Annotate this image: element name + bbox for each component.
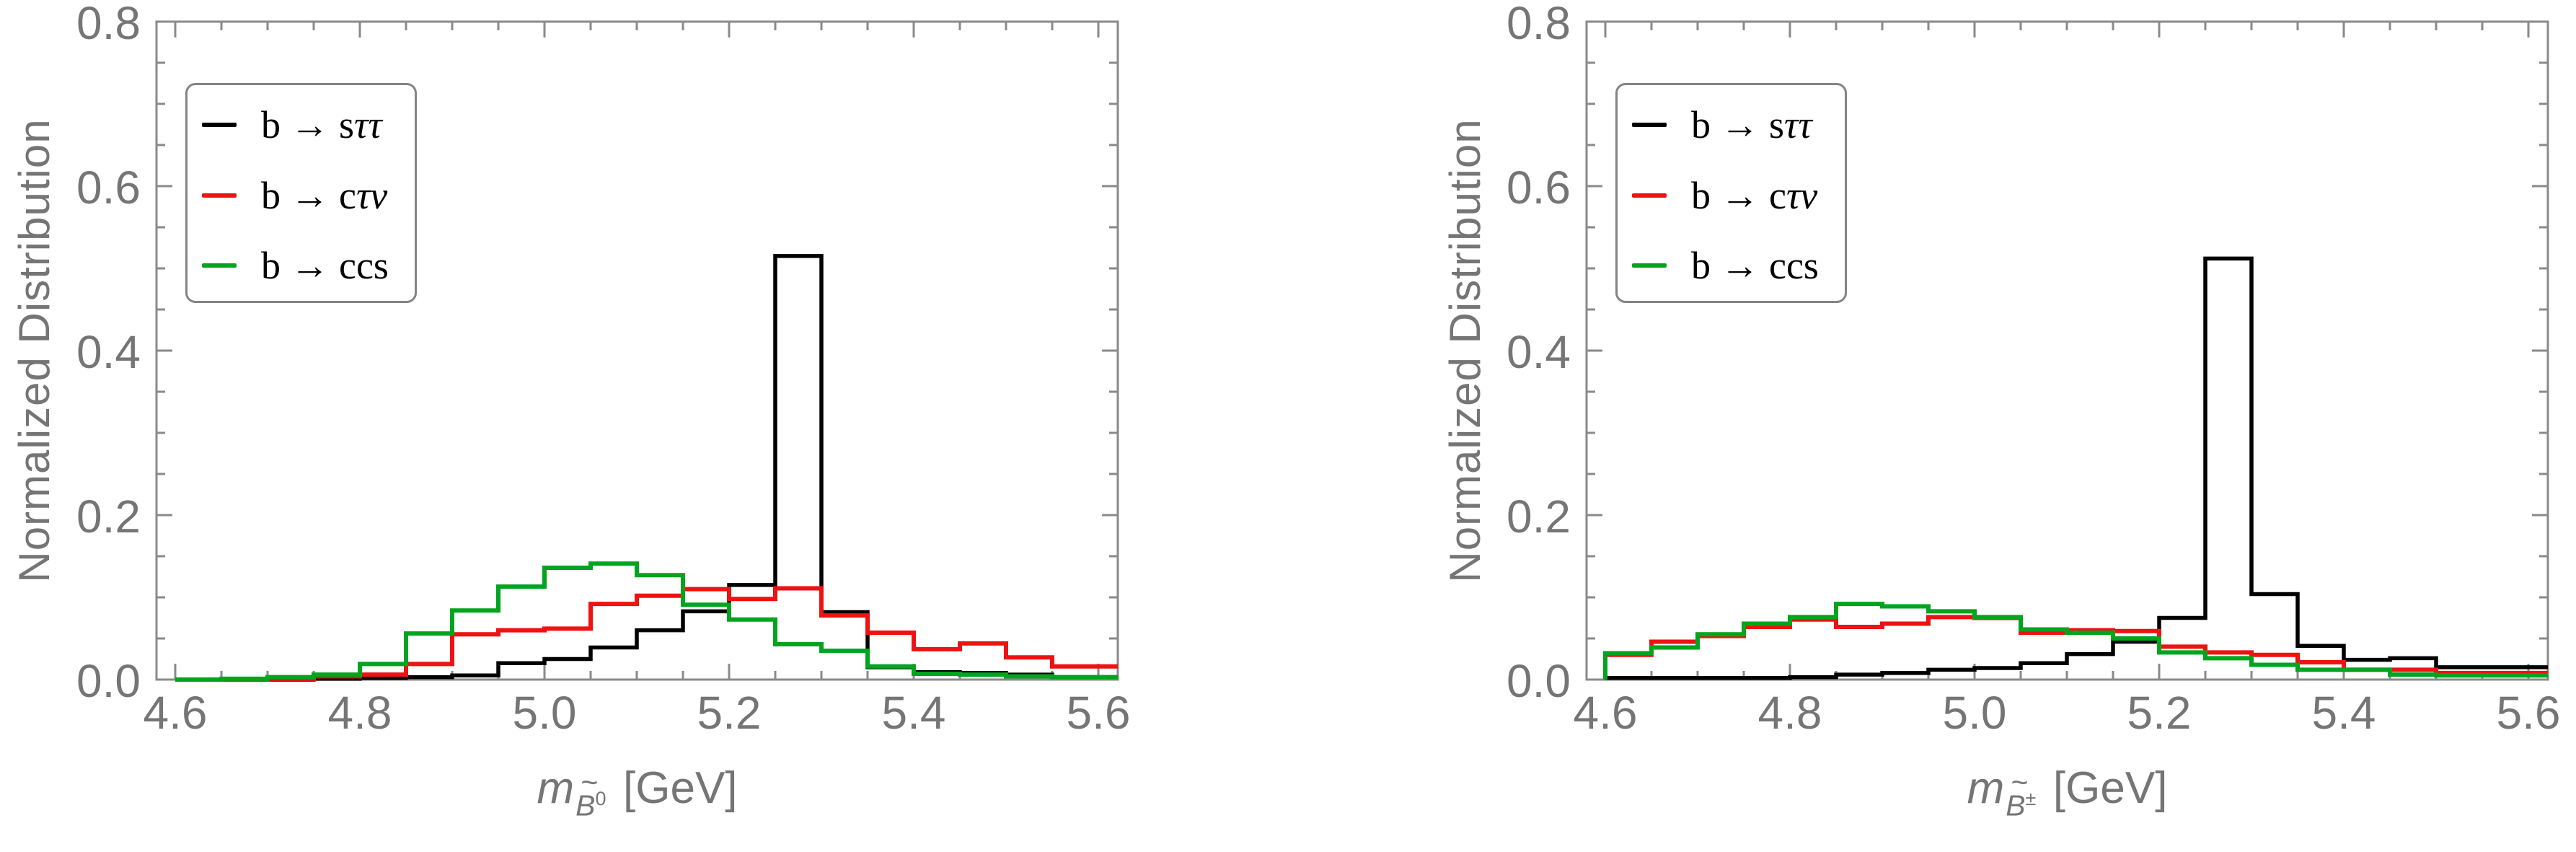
legend-item: b → ccs bbox=[1632, 230, 1845, 301]
unit-label: [GeV] bbox=[623, 763, 738, 813]
y-tick-label: 0.2 bbox=[76, 491, 141, 543]
legend-label: b → cτν bbox=[261, 173, 388, 217]
x-tick-label: 5.4 bbox=[2311, 687, 2376, 739]
green-line-swatch bbox=[202, 263, 237, 268]
legend-item: b → sττ bbox=[1632, 89, 1845, 160]
right-x-axis-title: m ~ B± [GeV] bbox=[1587, 763, 2548, 820]
x-tick-label: 4.8 bbox=[1757, 687, 1822, 739]
subscript-group: ~ B0 bbox=[575, 768, 606, 822]
y-tick-label: 0.4 bbox=[1507, 326, 1571, 378]
mass-symbol: m bbox=[537, 763, 575, 813]
y-tick-label: 0.6 bbox=[76, 162, 141, 214]
hist-line-red-right bbox=[1603, 615, 2548, 680]
charge-superscript: 0 bbox=[595, 787, 606, 809]
black-line-swatch bbox=[202, 122, 237, 127]
legend-label: b → ccs bbox=[261, 244, 389, 288]
legend-label: b → cτν bbox=[1691, 173, 1818, 217]
y-tick-label: 0.8 bbox=[1507, 0, 1571, 49]
y-tick-label: 0.2 bbox=[1507, 491, 1571, 543]
legend-item: b → cτν bbox=[202, 160, 415, 231]
x-tick-label: 5.0 bbox=[512, 687, 577, 739]
red-line-swatch bbox=[202, 193, 237, 198]
legend-item: b → cτν bbox=[1632, 160, 1845, 231]
x-tick-label: 4.6 bbox=[1573, 687, 1638, 739]
legend-label: b → ccs bbox=[1691, 244, 1819, 288]
legend-item: b → sττ bbox=[202, 89, 415, 160]
b-meson-symbol: B bbox=[575, 789, 596, 822]
y-tick-label: 0.6 bbox=[1507, 162, 1571, 214]
legend-label: b → sττ bbox=[261, 102, 382, 146]
y-tick-label: 0.0 bbox=[76, 655, 141, 707]
x-tick-label: 5.6 bbox=[1066, 687, 1131, 739]
x-tick-label: 4.6 bbox=[143, 687, 208, 739]
unit-label: [GeV] bbox=[2052, 763, 2168, 813]
x-tick-label: 5.2 bbox=[2127, 687, 2192, 739]
x-tick-label: 5.4 bbox=[881, 687, 946, 739]
mass-symbol: m bbox=[1967, 763, 2005, 813]
legend-label: b → sττ bbox=[1691, 102, 1812, 146]
hist-line-green-left bbox=[175, 561, 1118, 682]
y-tick-label: 0.0 bbox=[1507, 655, 1571, 707]
hist-line-black-right bbox=[1603, 256, 2548, 680]
x-tick-label: 4.8 bbox=[327, 687, 392, 739]
red-line-swatch bbox=[1632, 193, 1667, 198]
right-legend-box: b → sττ b → cτν b → ccs bbox=[1615, 83, 1847, 303]
legend-item: b → ccs bbox=[202, 230, 415, 301]
y-tick-label: 0.8 bbox=[76, 0, 141, 49]
x-tick-label: 5.6 bbox=[2496, 687, 2561, 739]
hist-line-black-left bbox=[175, 254, 1118, 682]
left-x-axis-title: m ~ B0 [GeV] bbox=[156, 763, 1118, 820]
hist-line-green-right bbox=[1603, 602, 2548, 680]
x-tick-label: 5.0 bbox=[1942, 687, 2007, 739]
y-tick-label: 0.4 bbox=[76, 326, 141, 378]
subscript-group: ~ B± bbox=[2006, 768, 2037, 822]
left-y-axis-title: Normalized Distribution bbox=[10, 118, 58, 583]
b-meson-symbol: B bbox=[2006, 789, 2026, 822]
x-tick-label: 5.2 bbox=[697, 687, 762, 739]
left-legend-box: b → sττ b → cτν b → ccs bbox=[185, 83, 417, 303]
tilde-accent: ~ bbox=[2011, 765, 2029, 799]
charge-superscript: ± bbox=[2025, 787, 2037, 809]
green-line-swatch bbox=[1632, 263, 1667, 268]
right-y-axis-title: Normalized Distribution bbox=[1441, 118, 1489, 583]
black-line-swatch bbox=[1632, 122, 1667, 127]
hist-line-red-left bbox=[175, 586, 1118, 682]
tilde-accent: ~ bbox=[581, 765, 599, 799]
